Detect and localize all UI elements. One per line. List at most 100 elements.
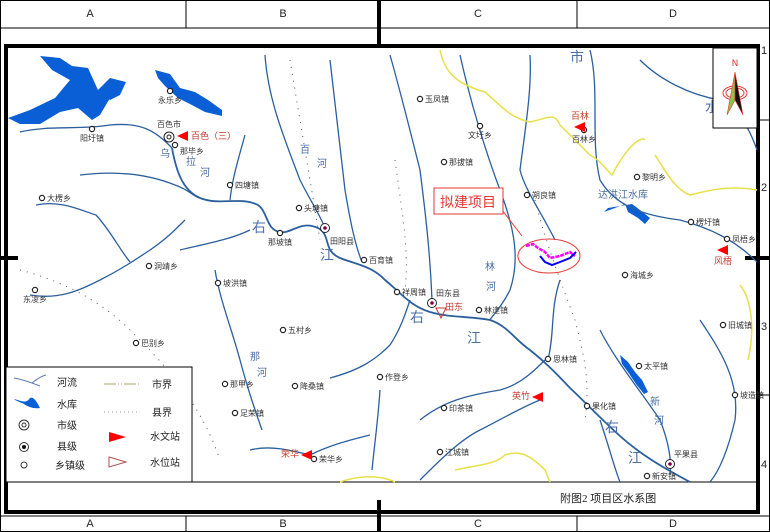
place-name: 新安镇 (652, 471, 676, 481)
place-town[interactable]: 永乐乡 (158, 87, 182, 105)
legend-city-icon (18, 419, 30, 431)
place-county[interactable]: 田东县 (427, 288, 461, 308)
river-tributary (329, 299, 411, 379)
place-town[interactable]: 江城镇 (436, 447, 469, 457)
place-town[interactable]: 那甲乡 (221, 380, 254, 389)
station-hydrological[interactable]: 荣华 (281, 448, 312, 460)
legend-level-station-icon (108, 456, 128, 468)
reservoir-west-branch (98, 78, 126, 100)
legend-county-icon (19, 442, 29, 452)
place-town[interactable]: 荣华乡 (310, 454, 343, 464)
place-town[interactable]: 林逢镇 (475, 305, 508, 315)
place-name: 永乐乡 (158, 95, 182, 105)
grid-column-label: D (669, 8, 677, 20)
place-town[interactable]: 楞圩镇 (687, 217, 720, 227)
place-town[interactable]: 思林镇 (544, 354, 577, 364)
grid-column-label: B (279, 8, 286, 20)
place-town[interactable]: 朔良镇 (523, 190, 556, 200)
place-town[interactable]: 文圩乡 (468, 122, 492, 140)
station-hydrological[interactable]: 风梧 (714, 245, 732, 267)
place-town[interactable]: 坡造镇 (731, 390, 764, 400)
place-town[interactable]: 那坡镇 (268, 229, 292, 247)
river-tributary (371, 389, 381, 471)
place-town[interactable]: 东凌乡 (23, 286, 47, 304)
place-town[interactable]: 太平镇 (635, 361, 668, 371)
place-town[interactable]: 百育镇 (360, 255, 393, 265)
water-label: 拉 (186, 155, 196, 168)
grid-column-label: C (474, 518, 482, 530)
place-town[interactable]: 洞靖乡 (145, 261, 178, 271)
place-town[interactable]: 黎明乡 (633, 172, 666, 182)
station-hydrological[interactable]: 英竹 (512, 390, 543, 402)
place-town[interactable]: 大楞乡 (38, 193, 71, 203)
station-hydrological[interactable]: 百色（三） (177, 130, 236, 142)
legend-label-city: 市级 (57, 419, 77, 432)
town-marker-icon (132, 339, 140, 347)
city-marker-icon (163, 131, 175, 143)
place-town[interactable]: 阳圩镇 (80, 125, 104, 143)
place-town[interactable]: 那拔镇 (440, 157, 473, 167)
town-marker-icon (291, 382, 299, 390)
town-marker-icon (279, 326, 287, 334)
place-town[interactable]: 凤梧乡 (723, 234, 756, 244)
place-town[interactable]: 头塘镇 (295, 203, 328, 213)
town-marker-icon (731, 391, 739, 399)
water-label: 百 (300, 144, 310, 156)
place-town[interactable]: 巴别乡 (132, 339, 165, 348)
reservoirs (8, 56, 650, 394)
place-town[interactable]: 降桑镇 (291, 381, 324, 391)
river-tributary (79, 172, 201, 199)
station-name: 风梧 (714, 255, 732, 267)
place-town[interactable]: 印茶镇 (440, 403, 473, 413)
place-county[interactable]: 田阳县 (320, 223, 355, 247)
place-name: 祥周镇 (402, 287, 426, 297)
hydro-station-icon (532, 392, 543, 402)
station-name: 百林 (571, 110, 589, 122)
river-tributary (214, 269, 263, 431)
legend-label-county-boundary: 县界 (152, 407, 172, 419)
place-county[interactable]: 平果县 (665, 450, 699, 469)
town-marker-icon (544, 355, 552, 363)
town-marker-icon (635, 362, 643, 370)
place-town[interactable]: 果化镇 (583, 401, 616, 411)
water-label: 河 (317, 158, 327, 170)
place-town[interactable]: 作登乡 (376, 372, 409, 382)
place-town[interactable]: 五村乡 (279, 325, 312, 335)
river-tributary (419, 359, 546, 421)
place-town[interactable]: 足荣镇 (231, 408, 264, 418)
station-name: 百色（三） (191, 130, 236, 142)
station-water-level[interactable]: 田东 (435, 301, 463, 320)
place-name: 那拔镇 (449, 157, 473, 167)
place-town[interactable]: 坡洪镇 (214, 278, 247, 288)
place-name: 作登乡 (385, 372, 409, 382)
river-tributary (179, 229, 251, 251)
town-marker-icon (633, 173, 641, 181)
place-name: 坡造镇 (740, 390, 764, 400)
river-tributary (329, 59, 363, 263)
place-town[interactable]: 四塘镇 (226, 180, 259, 190)
rivers (19, 49, 758, 483)
place-town[interactable]: 那毕乡 (171, 141, 204, 156)
place-name: 东凌乡 (23, 294, 47, 304)
proposed-project: 拟建项目 (433, 187, 581, 274)
place-name: 果化镇 (592, 401, 616, 411)
place-town[interactable]: 海城乡 (621, 270, 654, 280)
town-marker-icon (310, 455, 318, 463)
place-name: 印茶镇 (449, 403, 473, 413)
station-hydrological[interactable]: 百林 (571, 110, 589, 132)
place-town[interactable]: 新安镇 (643, 471, 676, 481)
place-town[interactable]: 旧城镇 (719, 320, 752, 330)
town-marker-icon (171, 141, 179, 149)
water-label: 新 (650, 395, 660, 408)
place-name: 洞靖乡 (154, 261, 178, 271)
town-marker-icon (231, 409, 239, 417)
place-name: 头塘镇 (304, 203, 328, 213)
place-town[interactable]: 祥周镇 (393, 287, 426, 297)
town-marker-icon (166, 87, 174, 95)
grid-row-label: 1 (761, 45, 767, 57)
place-town[interactable]: 玉凤镇 (416, 94, 449, 104)
town-marker-icon (88, 125, 96, 133)
place-city[interactable]: 百色市 (157, 119, 181, 143)
water-label: 江 (467, 331, 481, 347)
